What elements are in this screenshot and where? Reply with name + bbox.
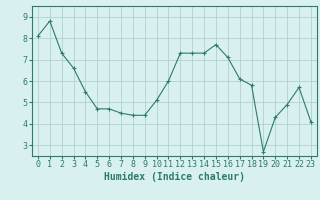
- X-axis label: Humidex (Indice chaleur): Humidex (Indice chaleur): [104, 172, 245, 182]
